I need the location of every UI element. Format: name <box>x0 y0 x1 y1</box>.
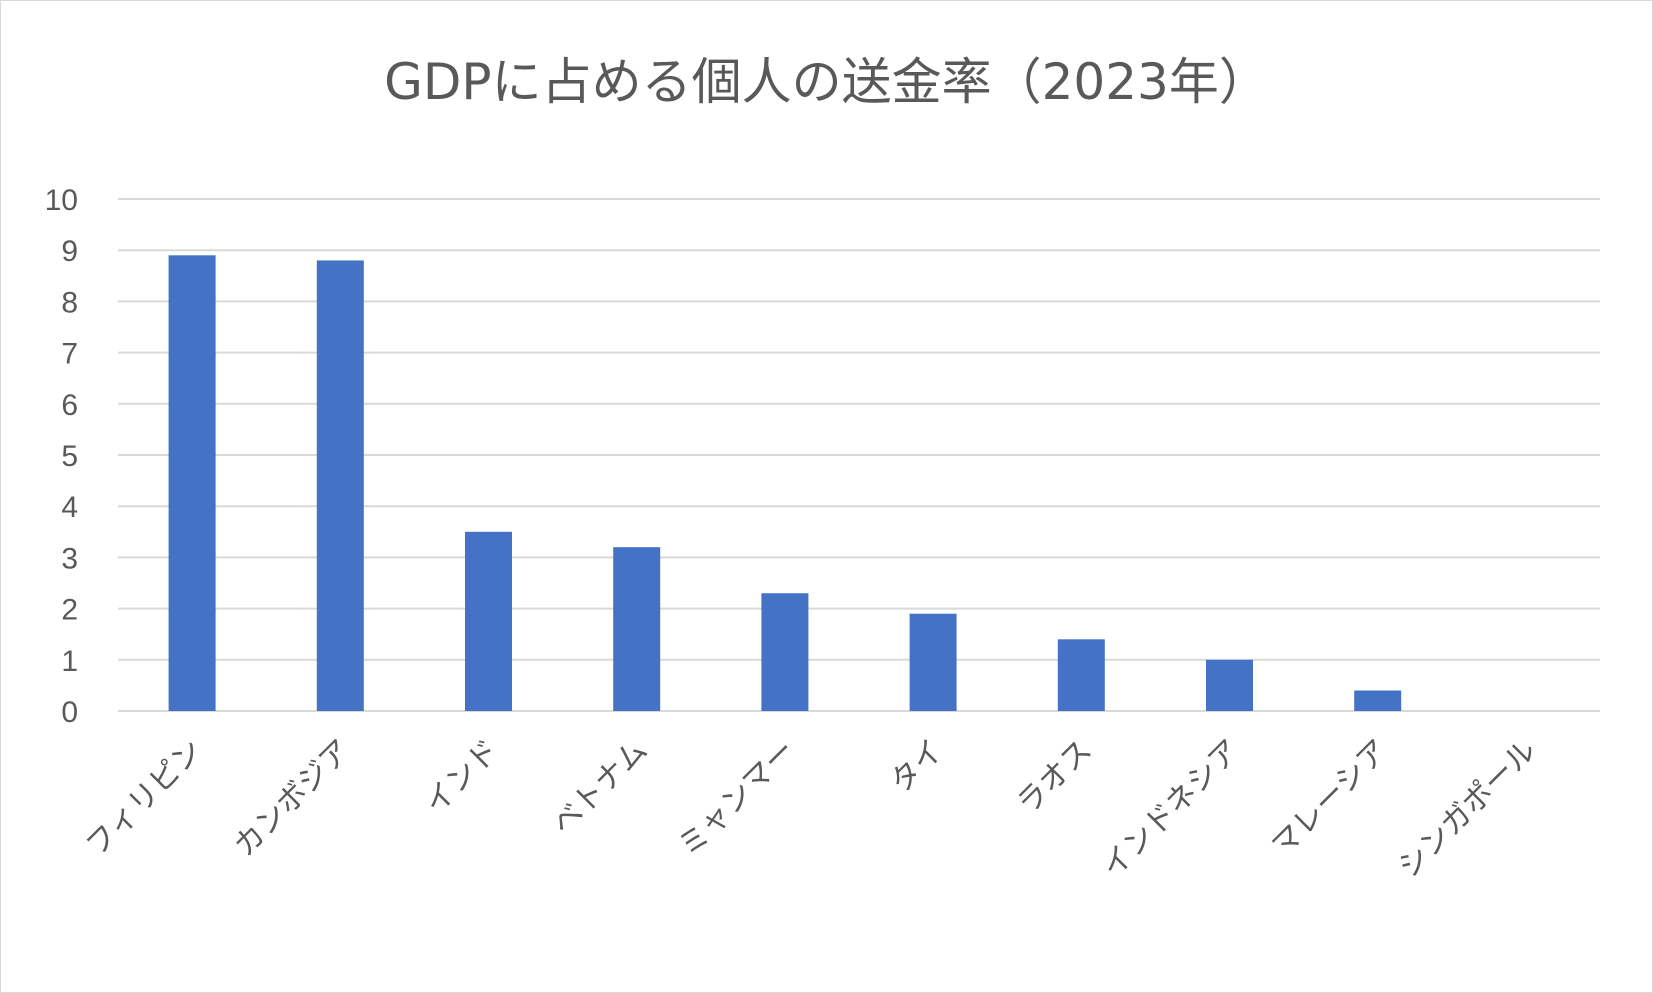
x-category-label: ラオス <box>1011 733 1099 821</box>
bar <box>613 547 661 711</box>
bar <box>1354 690 1402 711</box>
bar <box>465 531 512 711</box>
chart-title: GDPに占める個人の送金率（2023年） <box>384 53 1269 111</box>
y-tick-label: 5 <box>61 440 78 473</box>
bar <box>1057 639 1105 711</box>
y-tick-label: 4 <box>61 491 78 524</box>
bar <box>316 260 364 711</box>
x-category-label: カンボジア <box>227 733 358 864</box>
y-tick-label: 3 <box>61 542 78 575</box>
bar <box>168 255 216 711</box>
x-category-label: タイ <box>884 733 951 800</box>
y-tick-label: 6 <box>61 389 78 422</box>
bars <box>168 255 1402 711</box>
x-category-label: シンガポール <box>1392 733 1544 885</box>
x-category-label: インド <box>418 733 506 821</box>
bar <box>761 593 809 711</box>
y-tick-label: 0 <box>61 696 78 729</box>
x-category-label: ベトナム <box>545 733 654 842</box>
x-category-label: マレーシア <box>1265 733 1395 863</box>
bar <box>909 613 957 711</box>
x-category-label: ミャンマー <box>672 733 803 864</box>
y-tick-label: 2 <box>61 594 78 627</box>
bar <box>1206 659 1253 711</box>
x-category-label: インドネシア <box>1095 733 1247 885</box>
y-tick-label: 8 <box>61 286 78 319</box>
y-tick-label: 7 <box>61 338 78 371</box>
y-tick-label: 1 <box>61 645 78 678</box>
gridlines <box>118 198 1600 712</box>
y-axis-tick-labels: 0 1 2 3 4 5 6 7 8 9 10 <box>45 184 78 729</box>
y-tick-label: 9 <box>61 235 78 268</box>
y-tick-label: 10 <box>45 184 78 217</box>
x-category-label: フィリピン <box>79 733 209 863</box>
